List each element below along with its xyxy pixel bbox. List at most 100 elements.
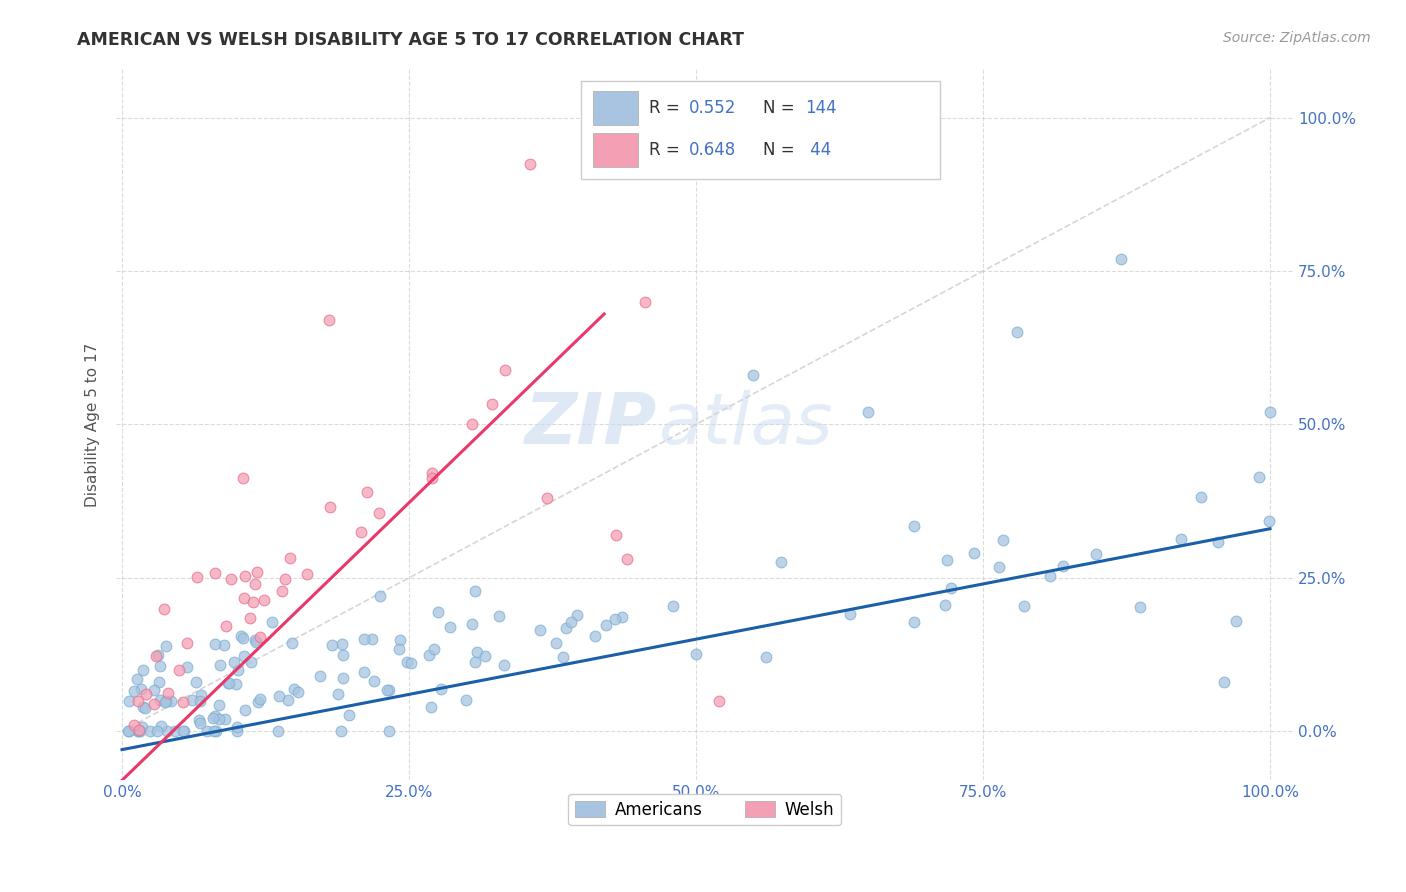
Point: [145, 723, 167, 738]
Point: [163, 723, 186, 738]
Point: [118, 723, 141, 738]
Point: [246, 566, 269, 580]
Point: [245, 635, 267, 649]
Point: [143, 683, 166, 698]
Point: [226, 723, 249, 738]
Point: [153, 694, 176, 708]
Point: [176, 636, 198, 650]
Point: [204, 723, 226, 738]
Point: [368, 589, 391, 603]
Point: [209, 658, 232, 673]
Point: [1052, 559, 1074, 574]
Point: [240, 655, 263, 669]
Point: [132, 700, 155, 714]
Point: [536, 491, 558, 505]
Point: [231, 629, 253, 643]
Point: [202, 723, 225, 738]
Point: [224, 655, 246, 669]
Point: [363, 674, 385, 689]
Point: [208, 712, 231, 726]
Point: [226, 663, 249, 677]
Point: [129, 723, 152, 738]
Point: [529, 623, 551, 637]
Point: [117, 723, 139, 738]
Point: [353, 665, 375, 679]
Point: [233, 591, 256, 605]
Point: [148, 659, 170, 673]
Point: [903, 518, 925, 533]
Point: [456, 693, 478, 707]
Point: [934, 599, 956, 613]
Point: [156, 723, 179, 738]
Point: [903, 615, 925, 630]
Text: AMERICAN VS WELSH DISABILITY AGE 5 TO 17 CORRELATION CHART: AMERICAN VS WELSH DISABILITY AGE 5 TO 17…: [77, 31, 744, 49]
Point: [184, 674, 207, 689]
Point: [378, 723, 401, 738]
Point: [377, 682, 399, 697]
Point: [214, 712, 236, 726]
Point: [1249, 470, 1271, 484]
Point: [492, 658, 515, 673]
Point: [318, 313, 340, 327]
Point: [152, 602, 174, 616]
Point: [195, 723, 218, 738]
Point: [707, 693, 730, 707]
Point: [1039, 568, 1062, 582]
FancyBboxPatch shape: [593, 133, 637, 168]
Point: [232, 471, 254, 485]
Point: [1085, 547, 1108, 561]
Point: [337, 708, 360, 723]
Point: [204, 708, 226, 723]
Point: [464, 655, 486, 669]
Point: [321, 638, 343, 652]
Point: [439, 620, 461, 634]
Point: [135, 687, 157, 701]
Point: [742, 368, 765, 383]
Point: [309, 668, 332, 682]
Point: [212, 638, 235, 652]
Point: [280, 550, 302, 565]
Point: [1170, 533, 1192, 547]
Point: [399, 656, 422, 670]
Point: [267, 723, 290, 738]
Text: 0.648: 0.648: [689, 141, 737, 160]
Point: [350, 524, 373, 539]
Point: [128, 723, 150, 737]
Point: [143, 697, 166, 711]
Point: [283, 681, 305, 696]
Text: ZIP: ZIP: [526, 390, 658, 458]
Point: [127, 723, 149, 738]
Point: [332, 648, 354, 662]
Text: 0.552: 0.552: [689, 99, 737, 117]
Point: [172, 723, 194, 738]
Point: [481, 397, 503, 411]
Point: [461, 417, 484, 431]
Point: [939, 581, 962, 595]
Point: [685, 647, 707, 661]
Point: [226, 720, 249, 734]
Point: [991, 533, 1014, 548]
Point: [295, 567, 318, 582]
Point: [616, 552, 638, 566]
Point: [173, 723, 195, 738]
Point: [145, 648, 167, 663]
Point: [519, 156, 541, 170]
FancyBboxPatch shape: [593, 91, 637, 125]
Point: [388, 641, 411, 656]
Point: [190, 688, 212, 702]
Point: [262, 615, 284, 629]
Point: [634, 294, 657, 309]
Point: [420, 467, 443, 481]
Point: [755, 650, 778, 665]
Point: [769, 555, 792, 569]
Point: [281, 636, 304, 650]
Y-axis label: Disability Age 5 to 17: Disability Age 5 to 17: [86, 343, 100, 507]
Point: [375, 683, 398, 698]
Point: [122, 717, 145, 731]
Point: [132, 664, 155, 678]
Point: [127, 723, 149, 738]
Point: [243, 577, 266, 591]
Point: [1129, 599, 1152, 614]
Point: [1014, 599, 1036, 614]
Point: [127, 694, 149, 708]
